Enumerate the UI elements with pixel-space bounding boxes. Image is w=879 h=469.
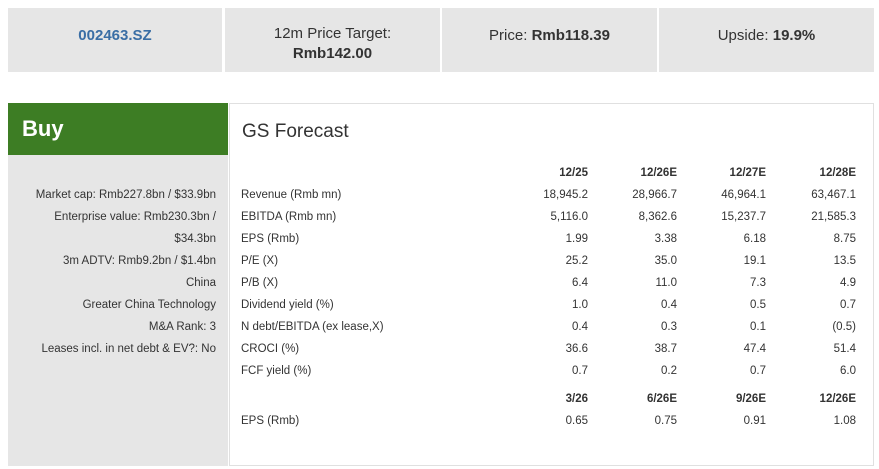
- price-target: Rmb142.00: [292, 45, 373, 62]
- table-row: P/E (X) 25.2 35.0 19.1 13.5: [241, 250, 861, 272]
- cell: 7.3: [750, 277, 766, 289]
- upside-label: Upside:: [717, 27, 769, 44]
- cell: 8.75: [833, 233, 856, 245]
- row-label: Dividend yield (%): [241, 299, 334, 311]
- cell: 0.75: [654, 415, 677, 427]
- cell: 13.5: [833, 255, 856, 267]
- cell: 11.0: [655, 277, 677, 289]
- cell: 36.6: [565, 343, 588, 355]
- table-row: N debt/EBITDA (ex lease,X) 0.4 0.3 0.1 (0.5): [241, 316, 861, 338]
- detail: 3m ADTV: Rmb9.2bn / $1.4bn: [63, 255, 216, 267]
- detail: Greater China Technology: [82, 299, 216, 311]
- cell: 28,966.7: [632, 189, 677, 201]
- cell: 0.3: [661, 321, 677, 333]
- cell: 46,964.1: [721, 189, 766, 201]
- row-label: P/E (X): [241, 255, 279, 267]
- column-header: 3/26: [565, 393, 588, 405]
- header-row: 12/25 12/26E 12/27E 12/28E: [241, 162, 861, 184]
- row-label: FCF yield (%): [241, 365, 312, 377]
- cell: 21,585.3: [811, 211, 856, 223]
- table-row: EPS (Rmb) 1.99 3.38 6.18 8.75: [241, 228, 861, 250]
- detail: China: [185, 277, 216, 289]
- forecast-title: GS Forecast: [242, 121, 349, 142]
- row-label: EPS (Rmb): [241, 415, 300, 427]
- row-label: N debt/EBITDA (ex lease,X): [241, 321, 384, 333]
- row-label: EBITDA (Rmb mn): [241, 211, 337, 223]
- cell: 0.5: [750, 299, 766, 311]
- header-row: 3/26 6/26E 9/26E 12/26E: [241, 388, 861, 410]
- cell: 5,116.0: [550, 211, 588, 223]
- cell: 6.0: [840, 365, 856, 377]
- cell: 1.99: [565, 233, 588, 245]
- table-row: P/B (X) 6.4 11.0 7.3 4.9: [241, 272, 861, 294]
- detail: Market cap: Rmb227.8bn / $33.9bn: [35, 189, 216, 201]
- upside: 19.9%: [772, 27, 816, 44]
- column-header: 12/28E: [819, 167, 856, 179]
- detail: Enterprise value: Rmb230.3bn / $34.3bn: [54, 211, 216, 245]
- detail: M&A Rank: 3: [148, 321, 216, 333]
- cell: 3.38: [654, 233, 677, 245]
- row-label: EPS (Rmb): [241, 233, 300, 245]
- cell: 0.7: [750, 365, 766, 377]
- price: Rmb118.39: [531, 27, 610, 44]
- price-label: Price:: [489, 27, 528, 44]
- row-label: P/B (X): [241, 277, 279, 289]
- cell: 63,467.1: [811, 189, 856, 201]
- table-row: EPS (Rmb) 0.65 0.75 0.91 1.08: [241, 410, 861, 432]
- price-target-label: 12m Price Target:: [273, 25, 392, 42]
- cell: 0.1: [750, 321, 766, 333]
- cell: 1.08: [833, 415, 856, 427]
- cell: 38.7: [654, 343, 677, 355]
- column-header: 12/25: [559, 167, 588, 179]
- cell: 19.1: [743, 255, 766, 267]
- cell: 6.4: [572, 277, 588, 289]
- table-row: CROCI (%) 36.6 38.7 47.4 51.4: [241, 338, 861, 360]
- table-row: Dividend yield (%) 1.0 0.4 0.5 0.7: [241, 294, 861, 316]
- row-label: CROCI (%): [241, 343, 300, 355]
- cell: 0.4: [572, 321, 588, 333]
- cell: (0.5): [832, 321, 856, 333]
- ticker[interactable]: 002463.SZ: [8, 8, 222, 72]
- rating: Buy: [8, 103, 228, 155]
- cell: 1.0: [572, 299, 588, 311]
- cell: 0.4: [661, 299, 677, 311]
- cell: 8,362.6: [638, 211, 677, 223]
- price-box: Price: Rmb118.39: [442, 8, 657, 72]
- row-label: Revenue (Rmb mn): [241, 189, 342, 201]
- cell: 47.4: [743, 343, 766, 355]
- table-row: FCF yield (%) 0.7 0.2 0.7 6.0: [241, 360, 861, 382]
- cell: 0.2: [661, 365, 677, 377]
- column-header: 6/26E: [646, 393, 677, 405]
- summary-panel: Buy Market cap: Rmb227.8bn / $33.9bn Ente…: [8, 103, 228, 466]
- upside-box: Upside: 19.9%: [659, 8, 874, 72]
- column-header: 12/26E: [819, 393, 856, 405]
- cell: 25.2: [565, 255, 588, 267]
- cell: 35.0: [654, 255, 677, 267]
- cell: 4.9: [840, 277, 856, 289]
- forecast-panel: GS Forecast 12/25 12/26E 12/27E 12/28E Reven…: [229, 103, 874, 466]
- cell: 0.7: [572, 365, 588, 377]
- cell: 0.91: [743, 415, 766, 427]
- column-header: 9/26E: [735, 393, 766, 405]
- column-header: 12/27E: [729, 167, 766, 179]
- price-target-box: 12m Price Target: Rmb142.00: [225, 8, 440, 72]
- table-row: EBITDA (Rmb mn) 5,116.0 8,362.6 15,237.7 21,…: [241, 206, 861, 228]
- cell: 6.18: [743, 233, 766, 245]
- cell: 0.65: [565, 415, 588, 427]
- column-header: 12/26E: [640, 167, 677, 179]
- cell: 15,237.7: [721, 211, 766, 223]
- cell: 51.4: [833, 343, 856, 355]
- cell: 18,945.2: [543, 189, 588, 201]
- details: Market cap: Rmb227.8bn / $33.9bn Enterpri…: [16, 184, 216, 360]
- cell: 0.7: [840, 299, 856, 311]
- table-row: Revenue (Rmb mn) 18,945.2 28,966.7 46,964.1…: [241, 184, 861, 206]
- detail: Leases incl. in net debt & EV?: No: [41, 343, 216, 355]
